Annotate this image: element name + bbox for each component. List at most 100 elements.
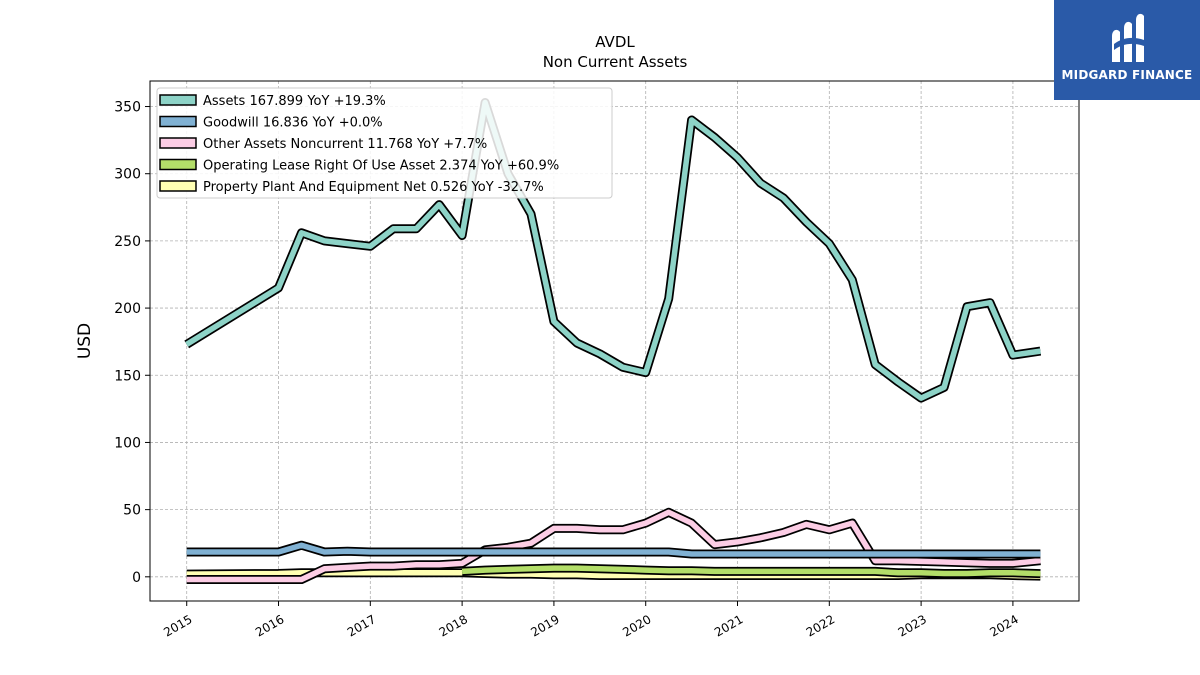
- y-tick-label: 0: [132, 570, 141, 586]
- data-point: [599, 568, 601, 570]
- data-point: [966, 553, 968, 555]
- data-point: [645, 569, 647, 571]
- legend-swatch: [159, 115, 197, 128]
- data-point: [874, 571, 876, 572]
- data-point: [622, 575, 624, 576]
- data-point: [714, 553, 715, 555]
- data-point: [897, 553, 899, 555]
- x-tick-label: 2021: [712, 612, 745, 639]
- data-point: [714, 571, 715, 572]
- data-point: [301, 232, 302, 234]
- data-point: [828, 571, 830, 572]
- data-point: [438, 204, 440, 206]
- legend-swatch: [159, 180, 197, 192]
- x-tick-label: 2019: [528, 612, 561, 639]
- data-point: [278, 573, 279, 574]
- data-point: [415, 572, 417, 574]
- data-point: [553, 574, 555, 576]
- data-point: [622, 529, 624, 531]
- data-point: [1040, 553, 1041, 555]
- data-point: [530, 573, 532, 575]
- data-point: [851, 279, 853, 281]
- data-point: [668, 551, 670, 553]
- data-point: [943, 573, 945, 574]
- data-point: [347, 550, 348, 552]
- data-point: [324, 240, 325, 242]
- data-point: [645, 575, 647, 576]
- data-point: [668, 570, 670, 572]
- data-point: [1012, 553, 1014, 555]
- legend-label: Other Assets Noncurrent 11.768 YoY +7.7%: [203, 137, 487, 152]
- data-point: [760, 537, 761, 539]
- data-point: [576, 567, 578, 569]
- data-point: [553, 321, 555, 322]
- data-point: [645, 522, 647, 524]
- series-other-assets-noncurrent: [186, 507, 1041, 584]
- data-point: [461, 235, 463, 236]
- data-point: [966, 573, 968, 574]
- data-point: [278, 579, 279, 580]
- data-point: [760, 182, 761, 184]
- data-point: [806, 221, 807, 223]
- y-axis-label: USD: [75, 323, 95, 359]
- data-point: [530, 213, 532, 215]
- data-point: [415, 228, 417, 230]
- data-point: [599, 575, 601, 576]
- y-tick-label: 250: [114, 234, 141, 250]
- data-point: [347, 572, 348, 574]
- data-point: [576, 551, 578, 553]
- data-point: [828, 243, 830, 245]
- data-point: [186, 551, 188, 553]
- data-point: [622, 551, 624, 553]
- data-point: [1012, 354, 1014, 356]
- data-point: [301, 544, 302, 546]
- data-point: [783, 532, 784, 533]
- data-point: [851, 571, 853, 572]
- data-point: [507, 569, 509, 570]
- data-point: [989, 572, 991, 574]
- data-point: [989, 553, 991, 555]
- data-point: [599, 551, 601, 553]
- data-point: [392, 551, 394, 553]
- data-point: [347, 243, 348, 245]
- data-point: [1012, 572, 1014, 574]
- legend-swatch: [159, 94, 197, 106]
- data-point: [691, 570, 692, 572]
- data-point: [760, 553, 761, 555]
- data-point: [461, 551, 463, 553]
- data-point: [851, 553, 853, 555]
- data-point: [874, 364, 876, 365]
- data-point: [874, 560, 876, 562]
- data-point: [186, 579, 188, 580]
- data-point: [530, 551, 532, 553]
- legend-box: [156, 87, 613, 199]
- data-point: [347, 567, 348, 568]
- data-point: [461, 571, 463, 572]
- data-point: [783, 197, 784, 199]
- data-point: [828, 553, 830, 555]
- x-tick-label: 2020: [620, 612, 653, 639]
- data-point: [553, 528, 555, 529]
- data-point: [943, 553, 945, 555]
- data-point: [324, 568, 325, 570]
- data-point: [622, 569, 624, 570]
- data-point: [737, 541, 738, 543]
- legend: Assets 167.899 YoY +19.3% Goodwill 16.836…: [156, 87, 613, 199]
- y-tick-label: 350: [114, 100, 141, 116]
- data-point: [897, 572, 899, 574]
- data-point: [576, 528, 578, 529]
- data-point: [737, 571, 738, 572]
- y-tick-label: 150: [114, 368, 141, 384]
- plot-frame: [149, 80, 1080, 602]
- series-operating-lease-right-of-use-asset: [461, 563, 1041, 579]
- data-point: [369, 245, 371, 247]
- x-tick-label: 2017: [345, 612, 378, 639]
- legend-label: Property Plant And Equipment Net 0.526 Y…: [203, 180, 544, 195]
- data-point: [553, 551, 555, 553]
- data-point: [989, 563, 991, 564]
- series-line: [461, 565, 1041, 577]
- data-point: [392, 565, 394, 567]
- brand-name: MIDGARD FINANCE: [1061, 68, 1193, 82]
- data-point: [783, 571, 784, 572]
- data-point: [783, 553, 784, 555]
